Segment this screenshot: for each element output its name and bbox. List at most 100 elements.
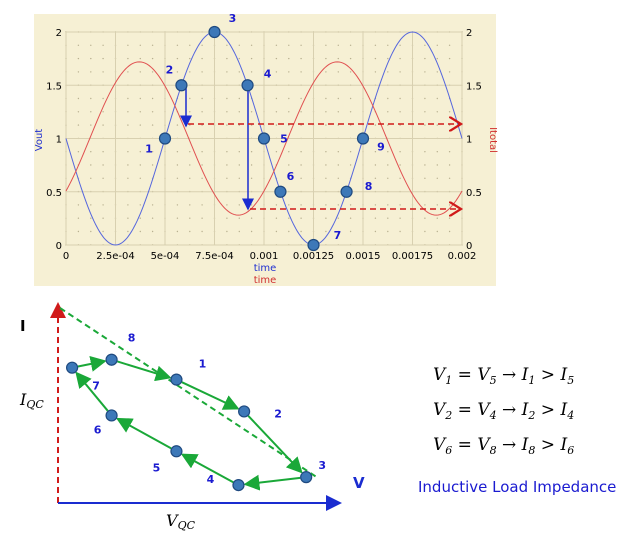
grid-dot — [300, 57, 302, 60]
equations: V1 = V5 → I1 > I5 V2 = V4 → I2 > I4 V6 =… — [418, 365, 616, 496]
grid-dot — [337, 164, 339, 166]
grid-dot — [300, 44, 302, 46]
grid-dot — [201, 204, 203, 206]
grid-dot — [90, 57, 92, 60]
grid-dot — [436, 44, 438, 46]
edge-1-2 — [181, 381, 240, 410]
grid-dot — [189, 177, 191, 179]
grid-dot — [226, 230, 228, 233]
grid-dot — [337, 177, 339, 179]
grid-dot — [139, 164, 141, 166]
edge-2-3 — [247, 415, 303, 474]
grid-dot — [139, 71, 141, 73]
iv-point-3 — [300, 471, 313, 484]
grid-dot — [139, 217, 141, 219]
grid-dot — [424, 44, 426, 46]
grid-dot — [102, 164, 104, 166]
x-tick-label: 0.0015 — [346, 251, 381, 262]
x-axis-ticks: 0 2.5e-04 5e-04 7.5e-04 0.001 0.00125 0.0015 0.… — [63, 251, 477, 262]
grid-dot — [127, 204, 129, 206]
grid-dot — [399, 111, 401, 113]
grid-dot — [387, 44, 389, 46]
caption: Inductive Load Impedance — [418, 478, 616, 496]
grid-dot — [424, 151, 426, 153]
grid-dot — [337, 230, 339, 233]
equation-3: V6 = V8 → I8 > I6 — [433, 435, 574, 457]
grid-dot — [325, 177, 327, 179]
grid-dot — [349, 71, 352, 73]
x-tick-label: 5e-04 — [151, 251, 180, 262]
voltage-axis-title: V — [353, 474, 365, 492]
grid-dot — [176, 57, 179, 60]
grid-dot — [90, 71, 92, 73]
grid-dot — [139, 57, 141, 60]
grid-dot — [90, 44, 92, 46]
grid-dot — [337, 44, 339, 46]
grid-dot — [325, 164, 327, 166]
grid-dot — [77, 230, 80, 233]
iqc-label: IQC — [19, 390, 44, 411]
grid-dot — [325, 97, 327, 100]
edge-3-4 — [243, 474, 301, 491]
grid-dot — [300, 111, 302, 113]
point-9 — [356, 132, 370, 145]
grid-dot — [151, 124, 154, 126]
grid-dot — [127, 177, 129, 179]
grid-dot — [201, 111, 203, 113]
grid-dot — [337, 111, 339, 113]
grid-dot — [275, 151, 278, 153]
grid-dot — [424, 57, 426, 60]
grid-dot — [387, 230, 389, 233]
edge-5-6 — [115, 417, 172, 450]
grid-dot — [424, 111, 426, 113]
grid-dot — [102, 204, 104, 206]
grid-dot — [275, 71, 278, 73]
grid-dot — [387, 217, 389, 219]
grid-dot — [226, 97, 228, 100]
grid-dot — [275, 124, 278, 126]
vqc-label: VQC — [166, 511, 196, 532]
grid-dot — [288, 151, 290, 153]
grid-dot — [325, 217, 327, 219]
grid-dot — [325, 151, 327, 153]
grid-dot — [300, 177, 302, 179]
grid-dot — [226, 44, 228, 46]
grid-dot — [349, 111, 352, 113]
grid-dot — [349, 164, 352, 166]
grid-dot — [275, 230, 278, 233]
grid-dot — [399, 71, 401, 73]
grid-dot — [90, 164, 92, 166]
point-4 — [241, 79, 254, 92]
grid-dot — [90, 124, 92, 126]
grid-dot — [424, 230, 426, 233]
grid-dot — [226, 177, 228, 179]
x-axis-label-vout: time — [254, 263, 277, 274]
grid-dot — [337, 71, 339, 73]
grid-dot — [189, 57, 191, 60]
current-axis-title: I — [20, 317, 26, 335]
grid-dot — [288, 204, 290, 206]
grid-dot — [250, 164, 253, 166]
grid-dot — [139, 230, 141, 233]
grid-dot — [77, 44, 80, 46]
grid-dot — [288, 230, 290, 233]
grid-dot — [238, 97, 240, 100]
grid-dot — [424, 217, 426, 219]
grid-dot — [387, 57, 389, 60]
grid-dot — [238, 230, 240, 233]
grid-dot — [250, 177, 253, 179]
grid-dot — [151, 151, 154, 153]
x-axis-label-itotal: time — [254, 275, 277, 286]
grid-dot — [275, 57, 278, 60]
grid — [65, 31, 463, 246]
grid-dot — [399, 217, 401, 219]
iv-point-label-7: 7 — [92, 380, 100, 393]
grid-dot — [176, 217, 179, 219]
grid-dot — [288, 57, 290, 60]
grid-dot — [102, 124, 104, 126]
grid-dot — [288, 44, 290, 46]
iv-points: 1 2 3 4 5 6 7 8 — [65, 332, 326, 492]
grid-dot — [102, 71, 104, 73]
point-label-2: 2 — [166, 63, 174, 76]
left-tick-label: 1.5 — [46, 81, 62, 92]
